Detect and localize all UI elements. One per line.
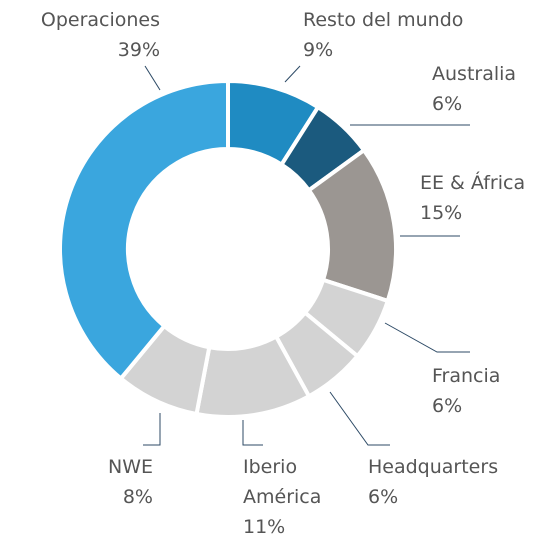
leader-line bbox=[329, 391, 390, 446]
value-label: 6% bbox=[368, 486, 399, 508]
category-label: Australia bbox=[432, 63, 517, 85]
value-label: 9% bbox=[303, 39, 334, 61]
leader-line bbox=[384, 322, 470, 353]
category-label: Iberio América bbox=[243, 456, 322, 508]
leader-line bbox=[242, 420, 263, 446]
category-label: Headquarters bbox=[368, 456, 499, 478]
leader-line bbox=[144, 65, 161, 91]
category-label: Resto del mundo bbox=[303, 9, 464, 31]
value-label: 15% bbox=[420, 202, 463, 224]
leader-line bbox=[143, 413, 161, 446]
leader-line bbox=[284, 65, 301, 83]
category-label: EE & África bbox=[420, 172, 526, 194]
value-label: 11% bbox=[243, 516, 286, 538]
value-label: 6% bbox=[432, 395, 463, 417]
category-label: Francia bbox=[432, 365, 501, 387]
value-label: 6% bbox=[432, 93, 463, 115]
value-label: 39% bbox=[117, 39, 160, 61]
donut-segment bbox=[58, 78, 230, 382]
category-label: Operaciones bbox=[40, 9, 160, 31]
category-label: NWE bbox=[107, 456, 153, 478]
value-label: 8% bbox=[122, 486, 153, 508]
